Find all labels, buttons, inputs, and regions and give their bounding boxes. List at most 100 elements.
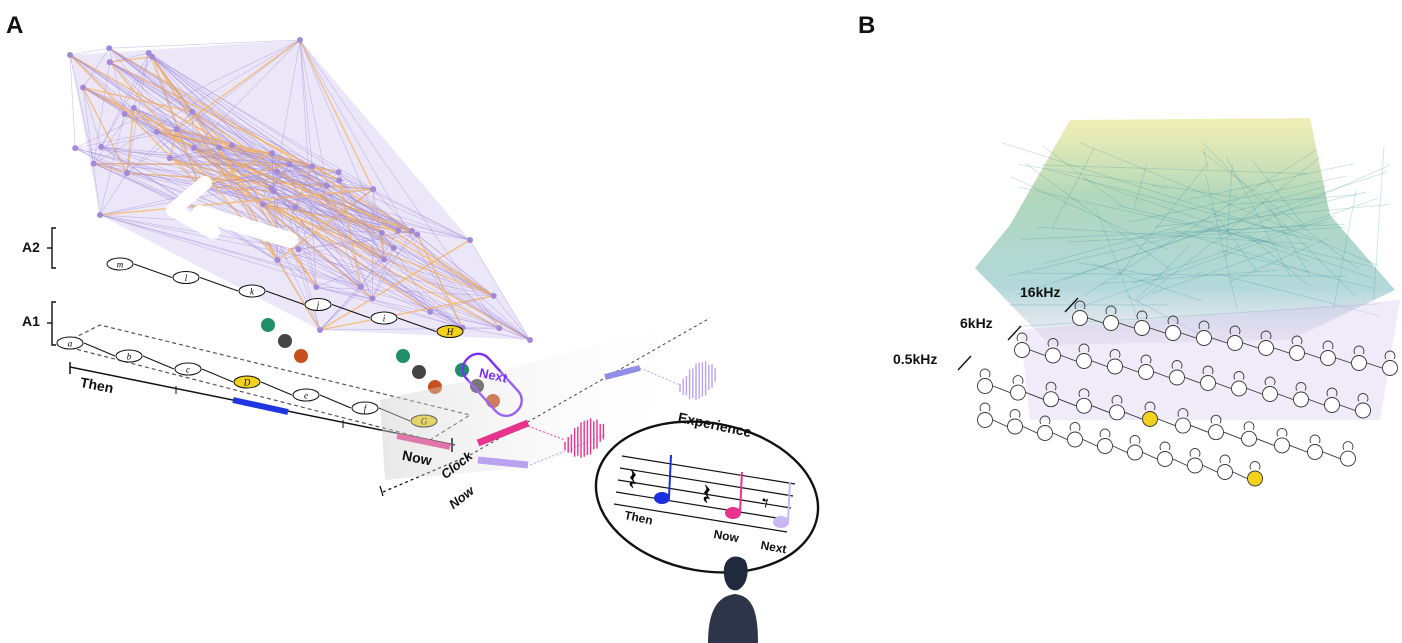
mesh-edge xyxy=(1051,148,1095,228)
network-edge xyxy=(289,163,495,297)
network-edge xyxy=(289,164,463,328)
mesh-edge xyxy=(1212,225,1309,262)
network-edge xyxy=(416,234,464,328)
freq-link xyxy=(1082,439,1098,447)
network-node xyxy=(166,155,173,162)
freq-node xyxy=(1187,457,1203,474)
mesh-edge xyxy=(1063,227,1216,281)
mesh-edge xyxy=(1077,262,1164,278)
network-edge xyxy=(299,39,317,288)
chain-link xyxy=(199,277,239,292)
network-edge xyxy=(262,204,471,241)
network-edge xyxy=(101,146,313,167)
chain-node xyxy=(56,336,84,350)
self-loop xyxy=(1233,371,1245,380)
freq-node xyxy=(1010,384,1026,401)
network-node xyxy=(229,142,236,149)
freq-node xyxy=(1340,450,1356,467)
direction-arrow-icon xyxy=(166,176,298,248)
mesh-edge xyxy=(1133,162,1148,210)
freq-node xyxy=(1200,375,1216,391)
network-edge xyxy=(156,131,313,167)
mesh-edge xyxy=(1042,185,1328,265)
network-edge xyxy=(319,286,362,331)
network-edge xyxy=(69,54,94,164)
freq-link xyxy=(1242,342,1259,349)
network-node xyxy=(106,45,113,52)
network-edge xyxy=(338,171,531,341)
mesh-edge xyxy=(1022,272,1347,277)
network-node xyxy=(173,126,180,133)
panel-a-network xyxy=(67,37,533,343)
network-edge xyxy=(372,189,385,260)
network-edge xyxy=(262,203,500,329)
mesh-edge xyxy=(1079,142,1379,267)
freq-link xyxy=(1256,438,1275,446)
self-loop xyxy=(1171,360,1183,369)
network-node xyxy=(153,128,160,135)
freq-link xyxy=(1304,352,1321,359)
network-nodes xyxy=(67,37,533,343)
network-edge xyxy=(82,87,463,328)
projection-plane xyxy=(380,315,700,480)
freq-node xyxy=(1076,397,1092,414)
network-edge xyxy=(176,39,301,130)
chain-node-label: l xyxy=(185,273,188,283)
network-edge xyxy=(109,61,471,241)
freq-link xyxy=(1118,322,1135,329)
network-edge xyxy=(99,172,128,216)
network-node xyxy=(274,168,281,175)
network-edge xyxy=(319,247,394,331)
network-node xyxy=(268,150,275,157)
freq-node xyxy=(1208,424,1224,441)
self-loop xyxy=(1260,330,1272,340)
network-node xyxy=(268,185,275,192)
mesh-edge xyxy=(1136,156,1322,303)
network-edge xyxy=(271,152,313,167)
network-edge xyxy=(316,286,463,328)
layer-brackets xyxy=(47,227,56,346)
chain-node-label: k xyxy=(250,287,255,297)
freq-link xyxy=(1366,362,1383,369)
network-edge xyxy=(99,171,339,216)
mesh-edge xyxy=(1151,250,1275,294)
network-node xyxy=(369,295,376,302)
chain-node xyxy=(172,271,200,284)
network-edge xyxy=(277,259,362,287)
network-node xyxy=(80,84,87,91)
network-edge xyxy=(312,166,362,287)
network-edge xyxy=(462,327,531,341)
network-edge xyxy=(82,86,193,113)
network-edge xyxy=(193,147,362,287)
mesh-edge xyxy=(1115,204,1372,267)
network-edge xyxy=(82,87,494,297)
mesh-edge xyxy=(1214,272,1381,317)
self-loop xyxy=(1189,448,1201,457)
network-edge xyxy=(193,147,394,249)
chain-node xyxy=(304,298,332,311)
mesh-edge xyxy=(1041,164,1308,175)
mesh-edge xyxy=(1203,148,1209,170)
a1-plane xyxy=(58,324,472,441)
self-loop xyxy=(1210,414,1222,424)
mesh-edge xyxy=(1021,224,1345,240)
chain-node-label: a xyxy=(68,339,73,349)
mesh-edge xyxy=(1132,197,1379,284)
network-edge xyxy=(69,54,531,341)
freq-link xyxy=(992,385,1011,394)
self-loop xyxy=(1045,381,1057,391)
mesh-edge xyxy=(1082,178,1375,280)
freq-node xyxy=(1134,320,1150,336)
freq-link xyxy=(1153,371,1170,378)
network-edge xyxy=(299,39,328,186)
freq-node xyxy=(1045,347,1061,364)
freq-link xyxy=(1058,398,1077,407)
panel-label-a: A xyxy=(6,12,24,39)
network-edge xyxy=(109,39,301,49)
mesh-edge xyxy=(1201,141,1357,298)
network-node xyxy=(357,283,364,290)
network-edge xyxy=(199,163,290,187)
freq-node xyxy=(1157,451,1173,467)
mesh-edge xyxy=(1094,206,1143,330)
network-edge xyxy=(316,286,373,299)
